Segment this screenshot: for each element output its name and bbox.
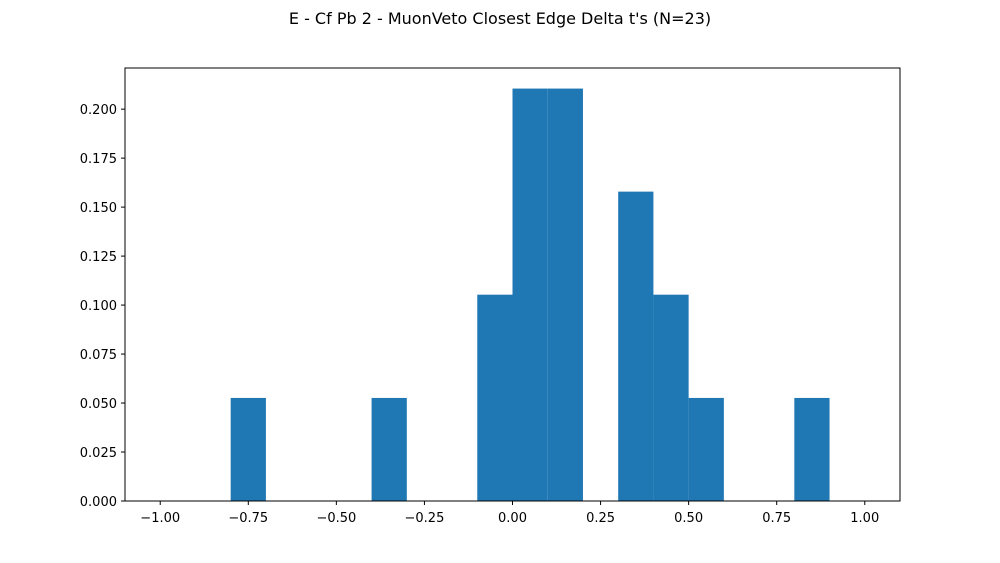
x-axis: −1.00 −0.75 −0.50 −0.25 0.00 0.25 0.50 0.75 1.00 [140, 501, 879, 526]
histogram-bar [618, 191, 654, 501]
chart-title: E - Cf Pb 2 - MuonVeto Closest Edge Delt… [289, 9, 711, 28]
y-tick-label: 0.025 [80, 446, 117, 461]
y-tick-label: 0.050 [80, 397, 117, 412]
x-tick-label: −0.50 [316, 511, 356, 526]
x-tick-label: −1.00 [140, 511, 180, 526]
x-tick-label: −0.25 [405, 511, 445, 526]
y-tick-label: 0.175 [80, 152, 117, 167]
x-tick-label: 0.25 [586, 511, 615, 526]
x-tick-label: 0.50 [674, 511, 703, 526]
histogram-bar [371, 397, 407, 501]
x-tick-label: 1.00 [850, 511, 879, 526]
bars-group [230, 88, 830, 502]
y-tick-label: 0.100 [80, 299, 117, 314]
y-tick-label: 0.000 [80, 495, 117, 510]
histogram-bar [477, 294, 513, 501]
x-tick-label: −0.75 [228, 511, 268, 526]
y-axis: 0.000 0.025 0.050 0.075 0.100 0.125 0.150 0.175… [80, 103, 125, 510]
histogram-bar [688, 397, 724, 501]
y-tick-label: 0.075 [80, 348, 117, 363]
y-tick-label: 0.125 [80, 250, 117, 265]
histogram-bar [547, 88, 583, 502]
histogram-bar [653, 294, 689, 501]
x-tick-label: 0.75 [762, 511, 791, 526]
y-tick-label: 0.200 [80, 103, 117, 118]
x-tick-label: 0.00 [498, 511, 527, 526]
histogram-bar [230, 397, 266, 501]
histogram-bar [794, 397, 830, 501]
y-tick-label: 0.150 [80, 201, 117, 216]
histogram-bar [512, 88, 548, 502]
